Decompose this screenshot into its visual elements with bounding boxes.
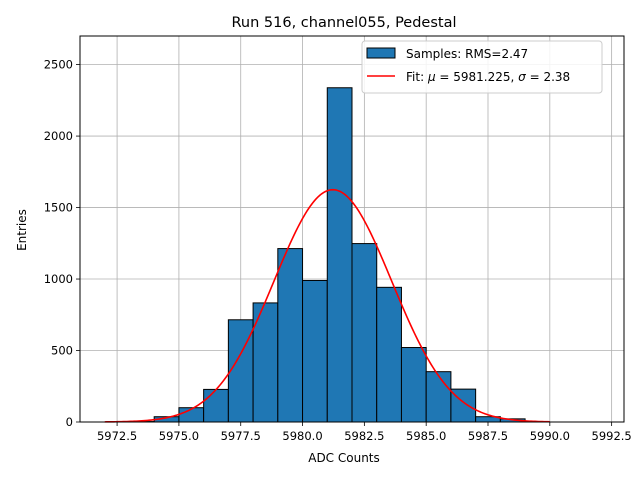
x-tick-label: 5987.5 (468, 429, 508, 443)
histogram-bar (302, 279, 328, 423)
histogram-bar (351, 243, 378, 423)
y-tick-label: 0 (66, 415, 73, 429)
x-tick-label: 5975.0 (159, 429, 199, 443)
chart-title: Run 516, channel055, Pedestal (231, 15, 456, 31)
legend: Samples: RMS=2.47 Fit: μ = 5981.225, σ =… (361, 40, 603, 94)
x-axis-ticks: 5972.5 5975.0 5977.5 5980.0 5982.5 5985.0 5987… (97, 422, 632, 443)
histogram-bar (203, 388, 229, 423)
histogram-bar (376, 286, 402, 423)
histogram-bars (128, 87, 526, 423)
y-tick-label: 2500 (44, 58, 73, 72)
y-tick-label: 1000 (44, 272, 73, 286)
legend-histogram-swatch (366, 47, 396, 59)
histogram-bar (277, 248, 304, 423)
x-tick-label: 5972.5 (97, 429, 137, 443)
histogram-bar (425, 371, 452, 423)
fit-curve (104, 188, 550, 423)
y-tick-label: 2000 (44, 129, 73, 143)
legend-box (361, 40, 603, 94)
legend-fit-label: Fit: μ = 5981.225, σ = 2.38 (406, 70, 570, 84)
fit-curve-group (104, 188, 550, 423)
y-tick-label: 1500 (44, 201, 73, 215)
y-tick-label: 500 (51, 344, 73, 358)
histogram-bar (326, 87, 353, 423)
x-tick-label: 5982.5 (344, 429, 384, 443)
x-tick-label: 5977.5 (221, 429, 261, 443)
x-axis-label: ADC Counts (308, 451, 380, 465)
y-axis-label: Entries (15, 209, 29, 251)
histogram-bar (400, 347, 427, 423)
legend-histogram-label: Samples: RMS=2.47 (406, 47, 528, 61)
y-axis-ticks: 0 500 1000 1500 2000 2500 (44, 58, 80, 429)
x-tick-label: 5990.0 (530, 429, 570, 443)
axes-frame (79, 35, 625, 423)
histogram-bar (227, 319, 254, 423)
x-tick-label: 5980.0 (282, 429, 322, 443)
x-tick-label: 5985.0 (406, 429, 446, 443)
x-tick-label: 5992.5 (592, 429, 632, 443)
